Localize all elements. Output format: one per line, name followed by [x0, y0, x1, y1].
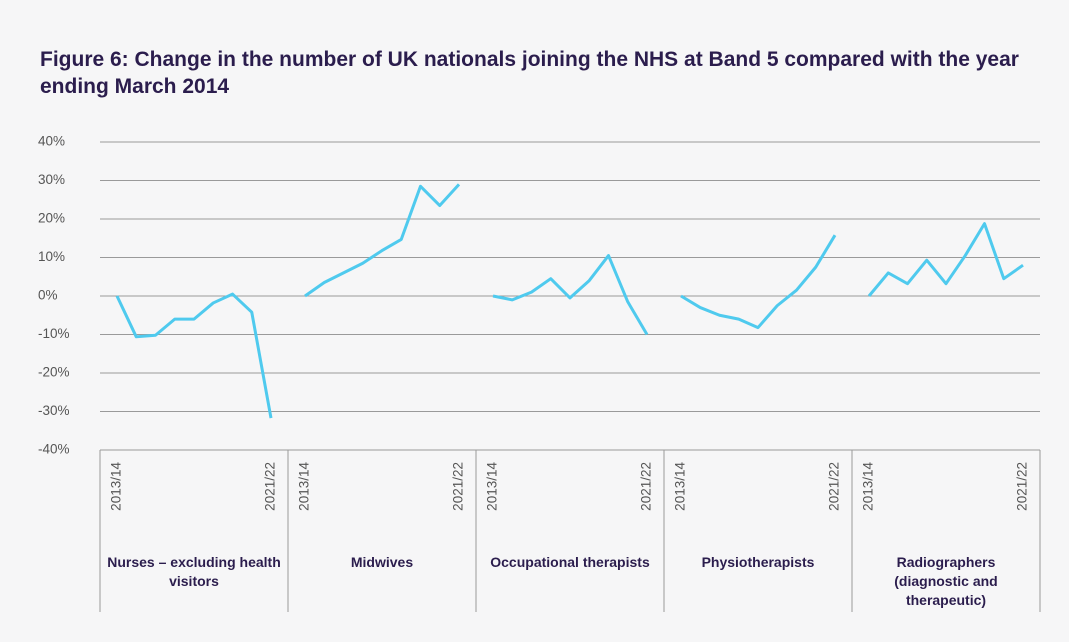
x-tick-label: 2021/22 [639, 462, 654, 511]
group-label-box: Midwives [350, 554, 414, 570]
x-tick-label: 2013/14 [485, 462, 500, 511]
data-line [867, 222, 1024, 297]
y-tick-label: 10% [38, 249, 65, 264]
group-label-box: Nurses – excluding health visitors [107, 554, 281, 589]
group-label-box: Radiographers (diagnostic and therapeuti… [894, 554, 998, 608]
x-tick-label: 2021/22 [263, 462, 278, 511]
x-tick-label: 2013/14 [861, 462, 876, 511]
x-tick-label: 2021/22 [1015, 462, 1030, 511]
group-label: Occupational therapists [490, 554, 650, 570]
group-label: Radiographers (diagnostic and therapeuti… [894, 554, 998, 608]
y-tick-label: 0% [38, 288, 58, 303]
data-line [304, 183, 461, 298]
chart-title: Figure 6: Change in the number of UK nat… [40, 48, 1019, 98]
x-tick-label: 2021/22 [827, 462, 842, 511]
y-tick-label: 40% [38, 134, 65, 149]
x-tick-label: 2013/14 [109, 462, 124, 511]
group-label: Nurses – excluding health visitors [107, 554, 281, 589]
data-line [115, 292, 273, 419]
y-tick-label: -40% [38, 442, 70, 457]
y-tick-label: 20% [38, 211, 65, 226]
group-label-box: Occupational therapists [490, 554, 650, 570]
y-tick-label: -30% [38, 403, 70, 418]
x-tick-label: 2013/14 [673, 462, 688, 511]
group-label: Physiotherapists [701, 554, 815, 570]
y-tick-label: 30% [38, 172, 65, 187]
data-line [492, 254, 649, 336]
y-tick-label: -20% [38, 365, 70, 380]
x-tick-label: 2021/22 [451, 462, 466, 511]
group-label: Midwives [350, 554, 414, 570]
data-line [680, 234, 837, 330]
group-label-box: Physiotherapists [701, 554, 815, 570]
x-tick-label: 2013/14 [297, 462, 312, 511]
y-tick-label: -10% [38, 326, 70, 341]
